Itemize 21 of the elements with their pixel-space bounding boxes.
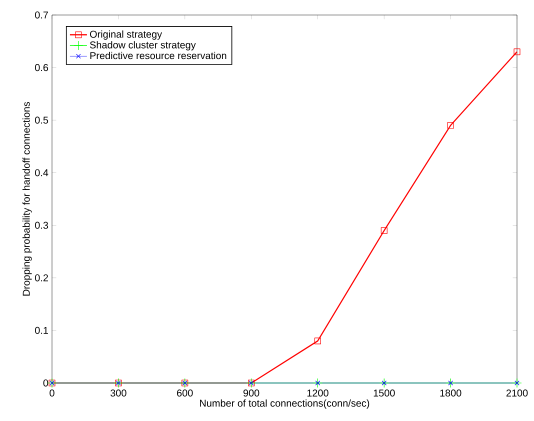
legend-label: Original strategy	[90, 30, 162, 40]
y-axis-title: Dropping probability for handoff connections	[22, 102, 32, 296]
x-tick-label: 600	[177, 390, 193, 397]
y-tick-label: 0.2	[35, 274, 48, 282]
x-tick-label: 1200	[307, 390, 328, 397]
x-axis-title: Number of total connections(conn/sec)	[200, 399, 370, 409]
x-tick-label: 1800	[440, 390, 462, 397]
x-tick-label: 1500	[374, 390, 395, 397]
x-tick-label: 2100	[506, 390, 528, 397]
y-tick-label: 0	[43, 379, 48, 387]
y-tick-label: 0.1	[35, 326, 48, 334]
legend-label: Shadow cluster strategy	[90, 41, 196, 50]
x-tick-label: 900	[243, 390, 260, 397]
y-tick-label: 0.4	[35, 169, 48, 176]
x-tick-label: 0	[50, 390, 54, 397]
legend-label: Predictive resource reservation	[90, 52, 226, 60]
y-tick-label: 0.7	[35, 11, 48, 19]
y-tick-label: 0.5	[35, 116, 48, 124]
y-tick-label: 0.3	[35, 222, 48, 229]
x-tick-label: 300	[110, 390, 126, 397]
y-tick-label: 0.6	[35, 64, 48, 72]
